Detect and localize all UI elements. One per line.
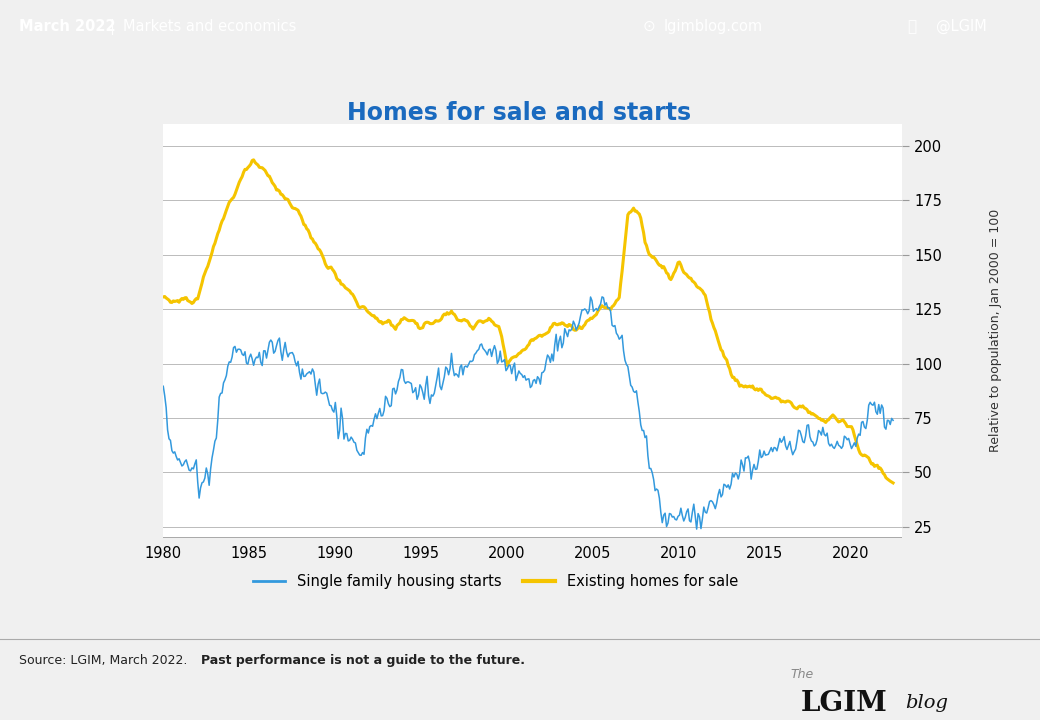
Text: Markets and economics: Markets and economics [123, 19, 296, 34]
Text: blog: blog [905, 694, 947, 713]
Text: LGIM: LGIM [801, 690, 887, 717]
Text: @LGIM: @LGIM [936, 19, 987, 35]
Text: The: The [790, 668, 813, 681]
Text: Homes for sale and starts: Homes for sale and starts [347, 101, 692, 125]
Text: Source: LGIM, March 2022.: Source: LGIM, March 2022. [19, 654, 191, 667]
Text: March 2022: March 2022 [19, 19, 115, 34]
Text: lgimblog.com: lgimblog.com [664, 19, 762, 34]
Text: Past performance is not a guide to the future.: Past performance is not a guide to the f… [201, 654, 525, 667]
Text: ⊙: ⊙ [643, 19, 655, 34]
Text: |: | [109, 19, 114, 35]
Text: 🐦: 🐦 [907, 19, 916, 34]
Y-axis label: Relative to population, Jan 2000 = 100: Relative to population, Jan 2000 = 100 [989, 210, 1002, 452]
Legend: Single family housing starts, Existing homes for sale: Single family housing starts, Existing h… [248, 568, 744, 595]
